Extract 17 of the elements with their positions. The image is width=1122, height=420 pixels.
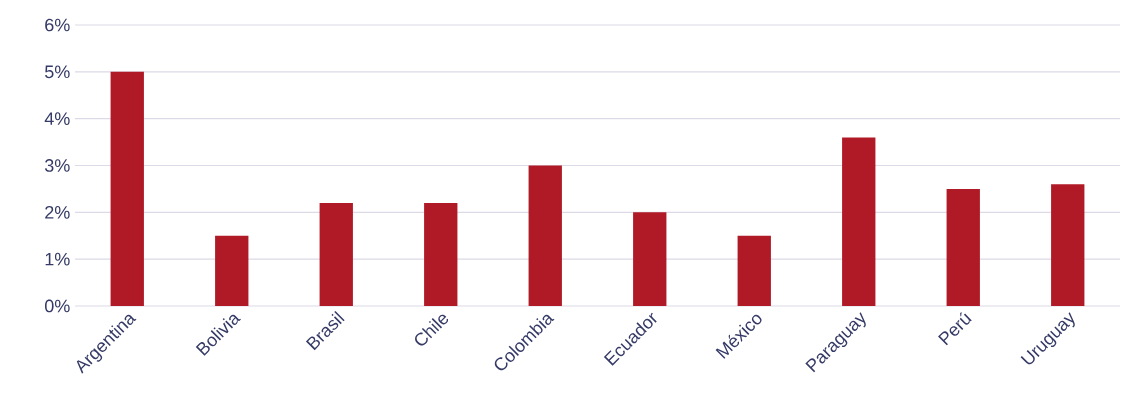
bar — [319, 202, 353, 306]
y-tick-label: 5% — [45, 65, 70, 79]
y-tick-label: 0% — [45, 299, 70, 313]
y-tick-label: 6% — [45, 18, 70, 32]
bar — [215, 235, 249, 306]
bar — [633, 212, 667, 306]
bar — [1051, 184, 1085, 306]
y-tick-label: 4% — [44, 112, 70, 125]
bar — [842, 137, 876, 306]
y-tick-label: 2% — [45, 205, 70, 219]
bar — [110, 71, 144, 306]
y-tick-label: 3% — [44, 159, 70, 172]
bar — [737, 235, 771, 306]
bar — [946, 188, 980, 306]
bar — [528, 165, 562, 306]
y-tick-label: 1% — [45, 252, 70, 266]
bar — [424, 202, 458, 306]
